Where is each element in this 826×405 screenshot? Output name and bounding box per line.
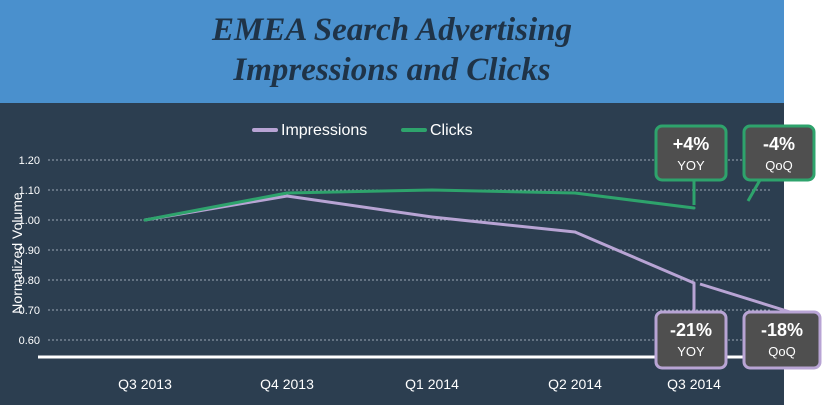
- series-line-impressions: [144, 194, 695, 285]
- callout-label: YOY: [677, 158, 705, 173]
- y-tick-label: 1.20: [19, 155, 40, 167]
- title-line-2: Impressions and Clicks: [233, 52, 551, 88]
- series-lines: [143, 188, 696, 285]
- callouts: +4% YOY -4% QoQ -21% YOY -18% QoQ: [654, 124, 822, 370]
- callout-leader: [699, 282, 791, 314]
- callout-label: QoQ: [765, 158, 792, 173]
- x-tick-label: Q1 2014: [405, 376, 459, 392]
- y-tick-labels: 1.20 1.10 1.00 0.90 0.80 0.70 0.60: [19, 155, 40, 347]
- x-tick-label: Q3 2013: [118, 376, 172, 392]
- chart-panel: [0, 103, 784, 405]
- y-tick-label: 1.00: [19, 215, 40, 227]
- y-tick-label: 1.10: [19, 185, 40, 197]
- data-point: [573, 191, 577, 195]
- data-point: [285, 191, 289, 195]
- callout-label: YOY: [677, 344, 705, 359]
- chart-title: EMEA Search Advertising Impressions and …: [0, 10, 784, 90]
- data-point: [430, 188, 434, 192]
- callout-value: +4%: [673, 134, 710, 154]
- legend-label: Impressions: [281, 122, 367, 139]
- callout-box: [742, 124, 816, 182]
- data-point: [285, 194, 289, 198]
- callout-leader: [746, 179, 762, 202]
- data-point: [573, 230, 577, 234]
- y-tick-label: 0.60: [19, 335, 40, 347]
- callout-box: [654, 124, 728, 182]
- y-tick-label: 0.80: [19, 275, 40, 287]
- callout-label: QoQ: [768, 344, 795, 359]
- callout-value: -4%: [763, 134, 795, 154]
- callout-box: [654, 310, 728, 370]
- data-point: [143, 218, 147, 222]
- legend: Impressions Clicks: [252, 122, 473, 139]
- y-axis-label: Normalized Volume: [9, 192, 25, 314]
- x-tick-label: Q2 2014: [548, 376, 602, 392]
- callout-value: -21%: [670, 320, 712, 340]
- x-tick-label: Q3 2014: [667, 376, 721, 392]
- x-tick-labels: Q3 2013 Q4 2013 Q1 2014 Q2 2014 Q3 2014: [118, 376, 721, 392]
- data-point: [692, 281, 696, 285]
- callout-box: [742, 310, 822, 370]
- callout-leaders: [692, 179, 791, 314]
- data-point: [692, 206, 696, 210]
- title-line-1: EMEA Search Advertising: [211, 12, 573, 48]
- y-tick-label: 0.90: [19, 245, 40, 257]
- y-tick-label: 0.70: [19, 305, 40, 317]
- legend-label: Clicks: [430, 122, 473, 139]
- title-band: [0, 0, 784, 103]
- data-point: [430, 215, 434, 219]
- x-tick-label: Q4 2013: [260, 376, 314, 392]
- callout-value: -18%: [761, 320, 803, 340]
